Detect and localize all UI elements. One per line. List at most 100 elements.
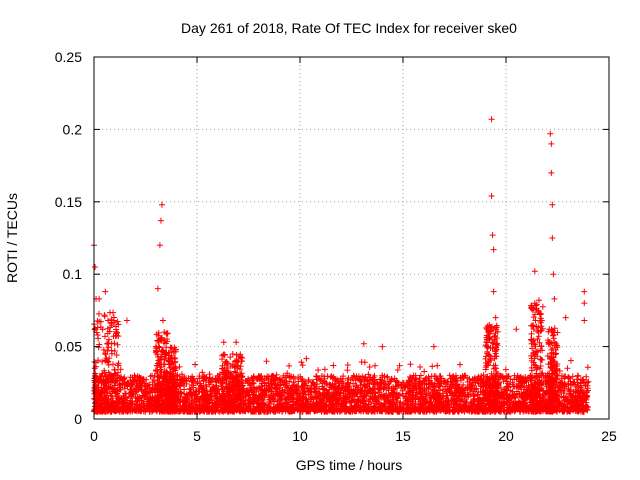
data-point xyxy=(229,398,236,405)
data-point xyxy=(289,396,296,403)
data-point xyxy=(429,406,436,413)
data-point xyxy=(92,370,99,377)
data-point xyxy=(456,394,463,401)
data-point xyxy=(256,373,263,380)
data-point xyxy=(420,406,427,413)
data-point xyxy=(105,378,112,385)
data-point xyxy=(415,400,422,407)
data-point xyxy=(189,404,196,411)
data-point xyxy=(184,394,191,401)
data-point xyxy=(316,403,323,410)
data-point xyxy=(283,383,290,390)
data-point xyxy=(276,376,283,383)
data-point xyxy=(489,339,496,346)
data-point xyxy=(381,373,388,380)
data-point xyxy=(154,337,161,344)
data-point xyxy=(133,382,140,389)
data-point xyxy=(233,393,240,400)
data-point xyxy=(206,374,213,381)
data-point xyxy=(434,400,441,407)
data-point xyxy=(248,374,255,381)
data-point xyxy=(339,375,346,382)
data-point xyxy=(338,385,345,392)
data-point xyxy=(336,390,343,397)
data-point xyxy=(284,395,291,402)
data-point xyxy=(199,394,206,401)
data-point xyxy=(484,334,491,341)
data-point xyxy=(492,324,499,331)
data-point xyxy=(108,322,115,329)
data-point xyxy=(227,354,234,361)
data-point xyxy=(110,373,117,380)
data-point xyxy=(282,379,289,386)
data-point xyxy=(523,379,530,386)
data-point xyxy=(156,394,163,401)
data-point xyxy=(176,376,183,383)
data-point xyxy=(574,398,581,405)
data-point xyxy=(265,404,272,411)
data-point xyxy=(563,381,570,388)
data-point xyxy=(344,393,351,400)
data-point xyxy=(100,346,107,353)
data-point xyxy=(114,369,121,376)
data-point xyxy=(165,361,172,368)
data-point xyxy=(208,378,215,385)
data-point xyxy=(389,396,396,403)
data-point xyxy=(106,403,113,410)
data-point xyxy=(426,377,433,384)
data-point xyxy=(150,376,157,383)
data-point xyxy=(439,404,446,411)
data-point xyxy=(226,375,233,382)
data-point xyxy=(122,407,129,414)
data-point xyxy=(232,369,239,376)
data-point xyxy=(197,383,204,390)
data-point xyxy=(514,383,521,390)
data-point xyxy=(227,371,234,378)
data-point xyxy=(450,395,457,402)
data-point xyxy=(105,399,112,406)
data-point xyxy=(117,366,124,373)
data-point xyxy=(580,379,587,386)
data-point xyxy=(286,399,293,406)
data-point xyxy=(484,408,491,415)
data-point xyxy=(317,397,324,404)
data-point xyxy=(317,392,324,399)
data-point xyxy=(145,382,152,389)
data-point xyxy=(413,376,420,383)
data-point xyxy=(104,340,111,347)
data-point xyxy=(235,373,242,380)
data-point xyxy=(253,404,260,411)
data-point xyxy=(188,381,195,388)
data-point xyxy=(422,393,429,400)
data-point xyxy=(249,408,256,415)
data-point xyxy=(352,377,359,384)
data-point xyxy=(91,379,98,386)
data-point xyxy=(377,376,384,383)
data-point xyxy=(124,397,131,404)
data-point xyxy=(459,398,466,405)
data-point xyxy=(410,392,417,399)
data-point xyxy=(466,378,473,385)
data-point xyxy=(146,385,153,392)
data-point xyxy=(228,401,235,408)
data-point xyxy=(380,392,387,399)
data-point xyxy=(556,383,563,390)
data-point xyxy=(496,408,503,415)
data-point xyxy=(92,325,99,332)
data-point xyxy=(116,386,123,393)
data-point xyxy=(263,386,270,393)
data-point xyxy=(516,405,523,412)
data-point xyxy=(335,384,342,391)
data-point xyxy=(129,374,136,381)
data-point xyxy=(511,383,518,390)
data-point xyxy=(321,366,328,373)
data-point xyxy=(366,363,373,370)
data-point xyxy=(471,398,478,405)
data-point xyxy=(192,388,199,395)
data-point xyxy=(329,382,336,389)
data-point xyxy=(471,408,478,415)
data-point xyxy=(161,356,168,363)
data-point xyxy=(199,369,206,376)
data-point xyxy=(350,372,357,379)
data-point xyxy=(475,396,482,403)
